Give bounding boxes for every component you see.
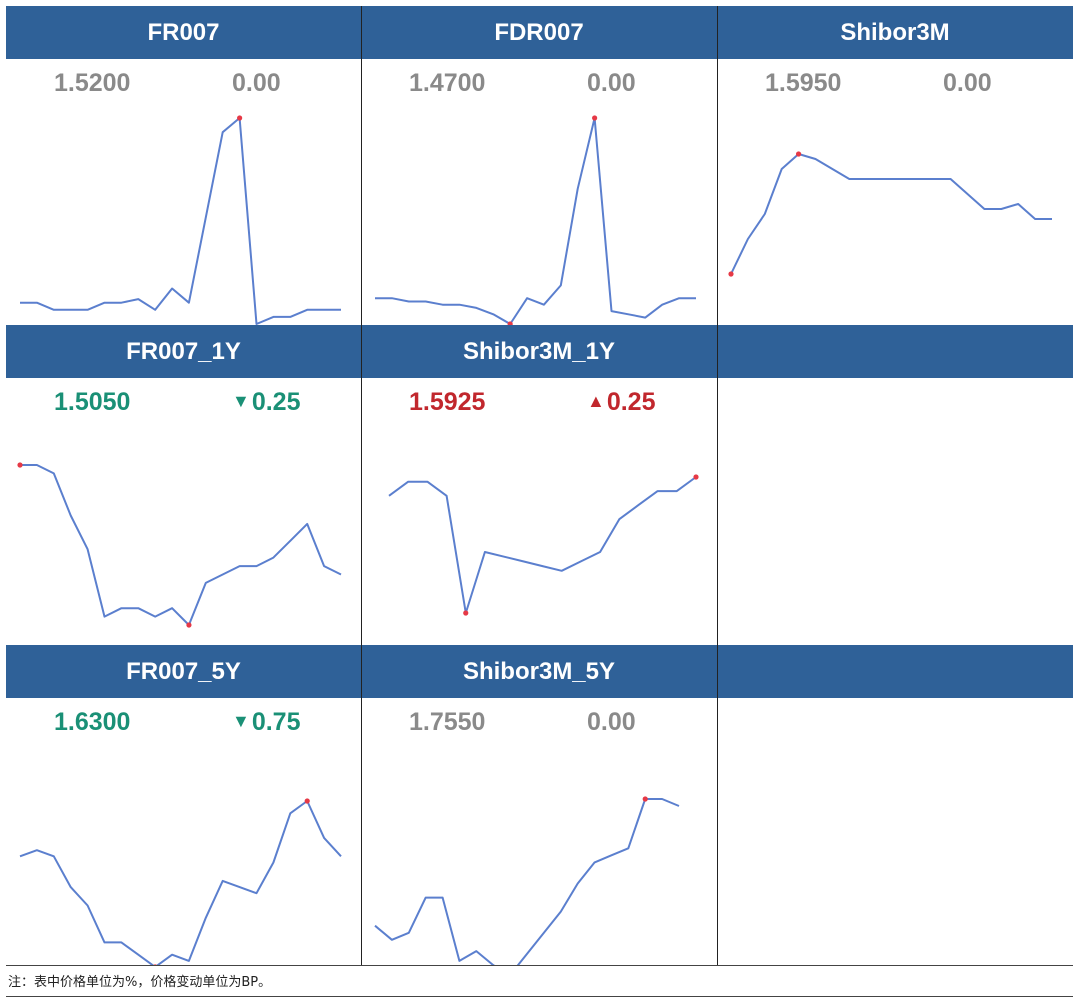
triangle-down-icon: ▼ (232, 391, 250, 411)
extreme-point (592, 115, 598, 121)
extreme-point (186, 622, 192, 628)
change-number: 0.00 (587, 69, 636, 97)
change-value: ▼0.75 (232, 708, 301, 737)
sparkline-chart (388, 474, 699, 616)
series-line (730, 153, 1052, 275)
sparkline-chart (728, 151, 1052, 277)
chart-grid: FR007 1.5200 0.00 FDR007 1.4700 0.00 Shibor3M 1… (6, 6, 1073, 965)
series-line (374, 798, 680, 965)
extreme-point (17, 462, 23, 468)
price-value: 1.5200 (54, 69, 131, 97)
footnote: 注：表中价格单位为%，价格变动单位为BP。 (8, 975, 272, 990)
extreme-point (507, 321, 513, 325)
column-divider (361, 6, 362, 965)
chart-cell-shibor3m-1y: Shibor3M_1Y 1.5925 ▲0.25 (361, 325, 717, 645)
chart-title: Shibor3M (717, 6, 1073, 59)
extreme-point (693, 474, 699, 480)
sparkline-chart (375, 115, 696, 325)
extreme-point (463, 610, 469, 616)
chart-cell-fr007: FR007 1.5200 0.00 (6, 6, 361, 325)
empty-header-bar (717, 325, 1073, 378)
sparkline-chart (17, 462, 342, 628)
change-number: 0.00 (943, 69, 992, 97)
change-value: 0.00 (232, 69, 281, 98)
series-line (19, 800, 342, 965)
price-value: 1.5050 (54, 388, 131, 416)
extreme-point (642, 796, 648, 802)
triangle-down-icon: ▼ (232, 711, 250, 731)
change-value: ▼0.25 (232, 388, 301, 417)
price-value: 1.5950 (765, 69, 842, 97)
change-number: 0.00 (232, 69, 281, 97)
change-value: ▲0.25 (587, 388, 656, 417)
chart-title: FR007 (6, 6, 361, 59)
sparkline-chart (374, 796, 680, 965)
series-line (388, 476, 697, 614)
change-number: 0.00 (587, 708, 636, 736)
change-number: 0.75 (251, 708, 301, 736)
chart-title: FR007_1Y (6, 325, 361, 378)
change-number: 0.25 (251, 388, 301, 416)
price-value: 1.5925 (409, 388, 486, 416)
series-line (20, 464, 342, 626)
chart-cell-shibor3m-5y: Shibor3M_5Y 1.7550 0.00 (361, 645, 717, 965)
chart-title: FR007_5Y (6, 645, 361, 698)
price-value: 1.7550 (409, 708, 486, 736)
extreme-point (153, 964, 157, 965)
change-value: 0.00 (587, 708, 636, 737)
price-value: 1.6300 (54, 708, 131, 736)
chart-cell-fdr007: FDR007 1.4700 0.00 (361, 6, 717, 325)
chart-title: FDR007 (361, 6, 717, 59)
extreme-point (304, 798, 310, 804)
change-number: 0.25 (606, 388, 656, 416)
rule-line (6, 996, 1073, 997)
sparkline-chart (20, 115, 341, 325)
sparkline-chart (19, 798, 342, 965)
price-value: 1.4700 (409, 69, 486, 97)
triangle-up-icon: ▲ (587, 391, 605, 411)
chart-title: Shibor3M_5Y (361, 645, 717, 698)
extreme-point (237, 115, 243, 121)
extreme-point (795, 151, 802, 157)
rule-line (6, 965, 1073, 966)
series-line (375, 117, 696, 325)
empty-header-bar (717, 645, 1073, 698)
chart-cell-fr007-5y: FR007_5Y 1.6300 ▼0.75 (6, 645, 361, 965)
chart-cell-shibor3m: Shibor3M 1.5950 0.00 (717, 6, 1073, 325)
chart-title: Shibor3M_1Y (361, 325, 717, 378)
chart-cell-fr007-1y: FR007_1Y 1.5050 ▼0.25 (6, 325, 361, 645)
change-value: 0.00 (943, 69, 992, 98)
series-line (20, 117, 341, 325)
extreme-point (728, 271, 734, 277)
change-value: 0.00 (587, 69, 636, 98)
column-divider (717, 6, 718, 965)
